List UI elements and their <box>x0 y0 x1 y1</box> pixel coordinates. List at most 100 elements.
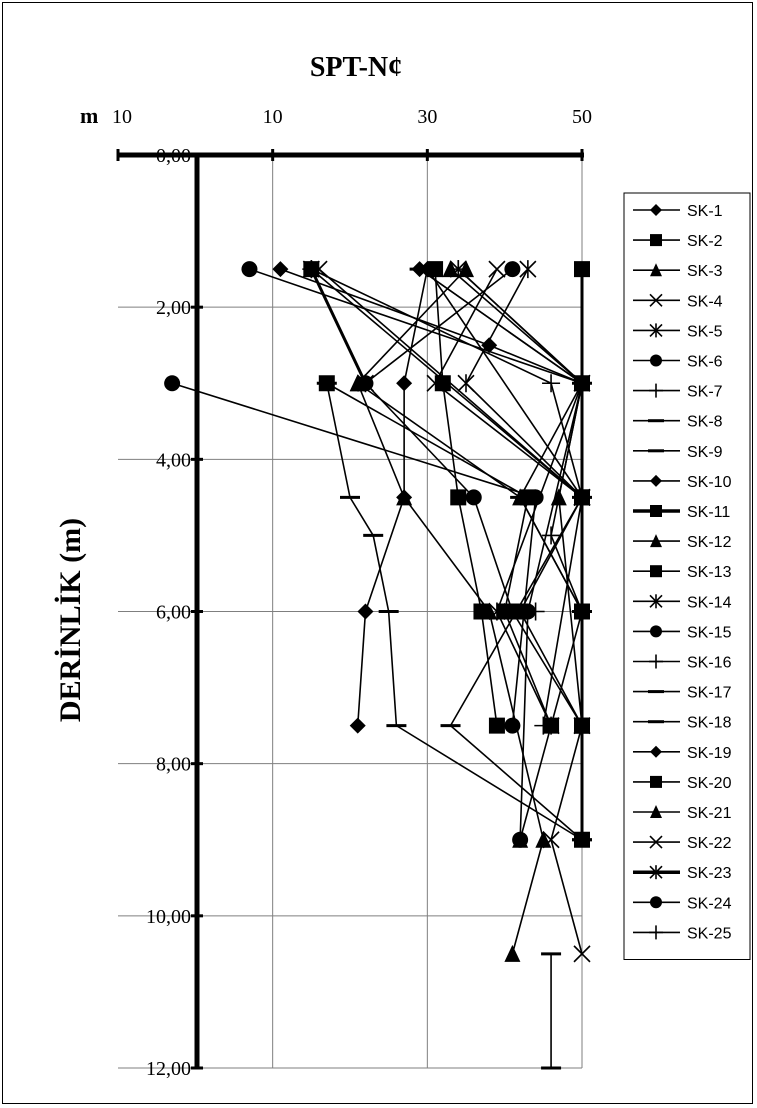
series-sk-23 <box>302 260 375 393</box>
y-axis-label: DERİNLİK (m) <box>54 518 87 722</box>
legend-item: SK-1 <box>633 203 723 220</box>
diamond-marker <box>411 261 428 278</box>
x-marker <box>488 260 506 278</box>
series-line <box>326 383 583 841</box>
axes <box>116 149 584 1070</box>
circle-marker <box>164 375 181 392</box>
legend-item: SK-8 <box>633 414 723 431</box>
y-tick-label: 2,00 <box>156 297 191 319</box>
legend-label: SK-15 <box>687 624 732 641</box>
triangle-marker <box>650 263 662 277</box>
circle-marker <box>574 717 590 734</box>
circle-marker <box>465 489 482 506</box>
y-tick-labels: 0,00 2,00 4,00 6,00 8,00 10,00 12,00 <box>146 145 191 1080</box>
legend-label: SK-20 <box>687 775 732 792</box>
diamond-marker <box>650 474 662 487</box>
legend-item: SK-20 <box>633 775 732 792</box>
series-line <box>465 268 583 498</box>
legend-item: SK-18 <box>633 715 732 732</box>
legend-item: SK-10 <box>633 474 732 491</box>
x-tick-label: 50 <box>572 106 592 128</box>
legend-box <box>623 192 751 960</box>
legend-label: SK-22 <box>687 835 732 852</box>
legend-label: SK-19 <box>687 745 732 762</box>
diamond-marker <box>574 375 590 392</box>
x-marker-stroke <box>573 945 591 963</box>
legend-label: SK-24 <box>687 895 732 912</box>
legend-item: SK-3 <box>633 263 723 280</box>
diamond-marker <box>650 745 662 758</box>
y-tick-label: 6,00 <box>156 602 191 624</box>
legend-item: SK-25 <box>633 925 732 942</box>
legend-item: SK-4 <box>633 293 723 310</box>
diamond-marker <box>349 717 366 734</box>
legend-label: SK-17 <box>687 685 732 702</box>
series-line <box>171 382 537 726</box>
plus-marker <box>542 374 561 393</box>
diamond-marker <box>357 603 374 620</box>
legend-label: SK-2 <box>687 233 723 250</box>
legend-item: SK-24 <box>633 895 732 912</box>
series-line <box>249 268 583 840</box>
star-marker <box>449 260 467 279</box>
legend-item: SK-16 <box>633 654 732 672</box>
series-sk-11 <box>574 261 590 848</box>
series-sk-6 <box>241 261 590 848</box>
series-line <box>309 268 367 384</box>
y-tick-label: 8,00 <box>156 754 191 776</box>
legend-label: SK-21 <box>687 805 732 822</box>
legend-item: SK-2 <box>633 233 723 250</box>
circle-marker <box>650 896 662 909</box>
series-sk-24 <box>164 375 544 734</box>
legend-item: SK-15 <box>633 624 732 641</box>
circle-marker <box>504 261 521 278</box>
plus-marker <box>649 654 663 669</box>
legend-label: SK-1 <box>687 203 723 220</box>
plus-marker <box>649 383 663 398</box>
legend-item: SK-13 <box>633 564 732 581</box>
legend-item: SK-6 <box>633 354 723 371</box>
x-marker <box>649 835 663 849</box>
series-line <box>326 382 552 726</box>
legend-label: SK-10 <box>687 474 732 491</box>
x-marker-stroke <box>649 293 663 307</box>
legend-item: SK-23 <box>633 865 732 882</box>
legend-item: SK-21 <box>633 805 732 822</box>
triangle-marker <box>512 830 529 848</box>
y-tick-label: 0,00 <box>156 145 191 167</box>
square-marker <box>650 505 662 517</box>
square-marker <box>574 831 590 848</box>
legend-item: SK-17 <box>633 685 732 702</box>
diamond-marker <box>272 261 289 278</box>
series-line <box>310 268 583 726</box>
legend-label: SK-16 <box>687 655 732 672</box>
series-sk-22 <box>310 260 591 506</box>
x-marker-stroke <box>573 488 591 506</box>
star-marker <box>649 865 663 880</box>
triangle-marker <box>504 944 521 962</box>
legend-label: SK-8 <box>687 414 723 431</box>
legend-item: SK-9 <box>633 444 723 461</box>
triangle-marker <box>650 805 662 818</box>
legend-item: SK-22 <box>633 835 732 852</box>
legend-item: SK-5 <box>633 323 723 340</box>
circle-marker <box>241 261 258 278</box>
legend-label: SK-4 <box>687 293 723 310</box>
series-line <box>356 382 545 955</box>
x-tick-label: 30 <box>417 106 437 128</box>
triangle-marker <box>481 602 498 620</box>
square-marker <box>318 375 335 392</box>
square-marker <box>574 261 590 278</box>
x-marker <box>649 293 663 307</box>
y-tick-label: 12,00 <box>146 1058 191 1080</box>
legend-item: SK-19 <box>633 745 732 762</box>
legend-label: SK-23 <box>687 865 732 882</box>
square-marker <box>427 261 444 278</box>
circle-marker <box>650 625 662 638</box>
diamond-marker <box>396 375 413 392</box>
diamond-marker <box>650 204 662 216</box>
chart-title: SPT-N¢ <box>310 52 402 83</box>
